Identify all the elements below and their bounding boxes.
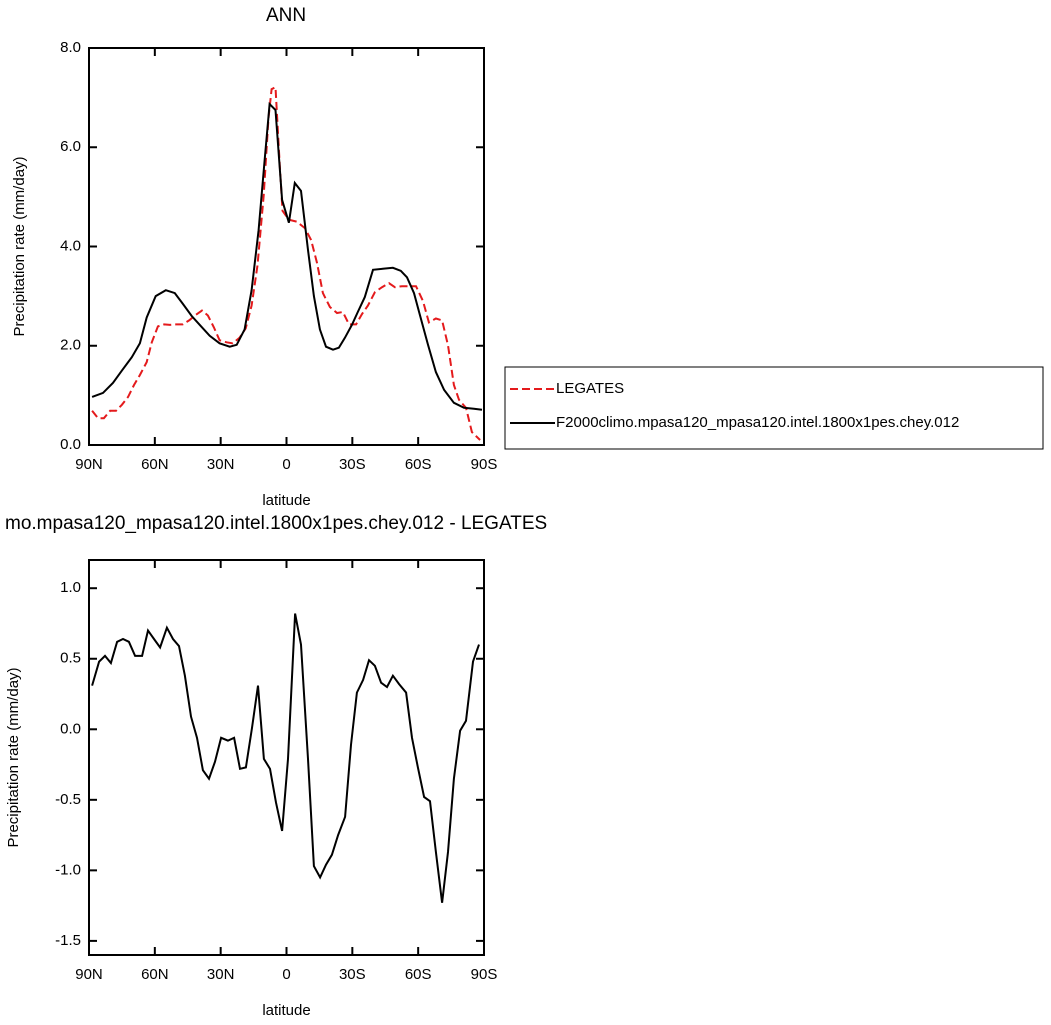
x-tick-label: 60N [141, 966, 169, 983]
y-tick-label: 8.0 [60, 39, 81, 56]
y-axis-label: Precipitation rate (mm/day) [5, 667, 22, 847]
y-tick-label: 6.0 [60, 138, 81, 155]
y-tick-label: 2.0 [60, 337, 81, 354]
y-tick-label: -0.5 [55, 791, 81, 808]
legend-label: F2000climo.mpasa120_mpasa120.intel.1800x… [556, 414, 959, 431]
series-line [91, 85, 481, 441]
legend-label: LEGATES [556, 380, 624, 397]
x-tick-label: 60S [405, 966, 432, 983]
series-line [91, 613, 480, 903]
x-tick-label: 0 [282, 456, 290, 473]
x-tick-label: 60S [405, 456, 432, 473]
x-axis-label: latitude [262, 492, 310, 509]
y-axis-label: Precipitation rate (mm/day) [11, 156, 28, 336]
x-tick-label: 90N [75, 456, 103, 473]
x-tick-label: 30N [207, 966, 235, 983]
x-tick-label: 30S [339, 456, 366, 473]
x-tick-label: 90N [75, 966, 103, 983]
chart-title: mo.mpasa120_mpasa120.intel.1800x1pes.che… [5, 513, 547, 534]
y-tick-label: 1.0 [60, 579, 81, 596]
x-axis-label: latitude [262, 1002, 310, 1019]
chart-title: ANN [266, 5, 306, 26]
x-tick-label: 60N [141, 456, 169, 473]
y-tick-label: 4.0 [60, 237, 81, 254]
x-tick-label: 30N [207, 456, 235, 473]
y-tick-label: -1.0 [55, 861, 81, 878]
y-tick-label: -1.5 [55, 932, 81, 949]
series-line [91, 101, 483, 411]
x-tick-label: 30S [339, 966, 366, 983]
plot-frame [88, 559, 485, 956]
x-tick-label: 90S [471, 966, 498, 983]
y-tick-label: 0.0 [60, 436, 81, 453]
y-tick-label: 0.0 [60, 720, 81, 737]
x-tick-label: 90S [471, 456, 498, 473]
x-tick-label: 0 [282, 966, 290, 983]
y-tick-label: 0.5 [60, 650, 81, 667]
plot-frame [88, 47, 485, 446]
legend-box [504, 366, 1044, 450]
